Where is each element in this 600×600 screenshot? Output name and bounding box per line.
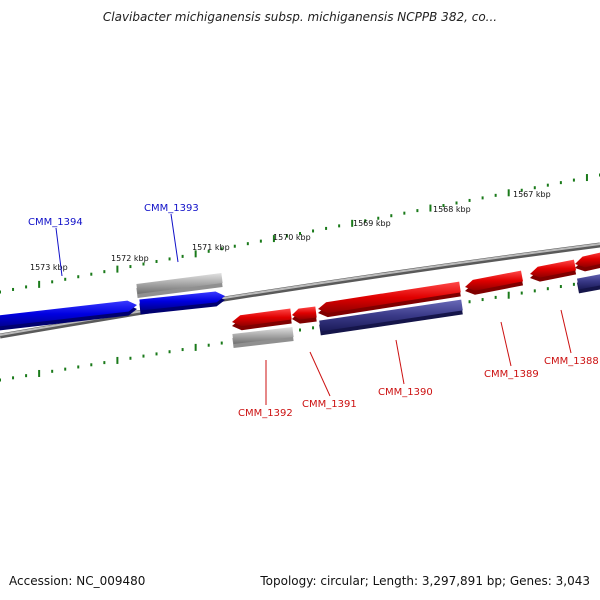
scale-label: 1573 kbp: [30, 263, 68, 272]
gene-arrow-cmm-1391: [292, 306, 317, 320]
gene-label-cmm-1388: CMM_1388: [544, 356, 599, 367]
gene-label-cmm-1393: CMM_1393: [144, 203, 199, 214]
leader-line-cmm-1389: [500, 321, 512, 367]
scale-label: 1571 kbp: [192, 243, 230, 252]
gene-arrow-navy-right: [577, 274, 600, 290]
accession-text: Accession: NC_009480: [9, 574, 146, 588]
gene-label-cmm-1391: CMM_1391: [302, 399, 357, 410]
gene-arrow-rna-lower: [232, 327, 294, 344]
gene-label-cmm-1390: CMM_1390: [378, 387, 433, 398]
gene-arrow-cmm-1393: [139, 291, 225, 311]
scale-label: 1572 kbp: [111, 254, 149, 263]
gene-label-cmm-1394: CMM_1394: [28, 217, 83, 228]
gene-arrow-cmm-1394: [0, 300, 137, 327]
scale-label: 1567 kbp: [513, 190, 551, 199]
scale-label: 1569 kbp: [353, 219, 391, 228]
gene-arrow-partial-right: [575, 252, 600, 268]
gene-arrow-cmm-1388: [530, 259, 577, 278]
scale-label: 1570 kbp: [273, 233, 311, 242]
page-title: Clavibacter michiganensis subsp. michiga…: [102, 10, 498, 24]
gene-arrow-navy-1390: [319, 299, 463, 332]
gene-label-cmm-1392: CMM_1392: [238, 408, 293, 419]
gene-label-cmm-1389: CMM_1389: [484, 369, 539, 380]
leader-line-cmm-1388: [560, 309, 572, 354]
leader-line-cmm-1394: [55, 227, 63, 277]
scale-label: 1568 kbp: [433, 205, 471, 214]
topology-text: Topology: circular; Length: 3,297,891 bp…: [260, 574, 590, 588]
leader-line-cmm-1390: [395, 339, 405, 385]
leader-line-cmm-1393: [170, 213, 179, 263]
gene-arrow-cmm-1390: [318, 281, 461, 314]
gene-arrow-rna-upper: [136, 273, 223, 294]
leader-line-cmm-1391: [309, 351, 331, 397]
backbone-highlight: [0, 243, 600, 336]
gene-arrow-cmm-1389: [465, 270, 523, 291]
gene-arrow-cmm-1392: [232, 308, 292, 327]
